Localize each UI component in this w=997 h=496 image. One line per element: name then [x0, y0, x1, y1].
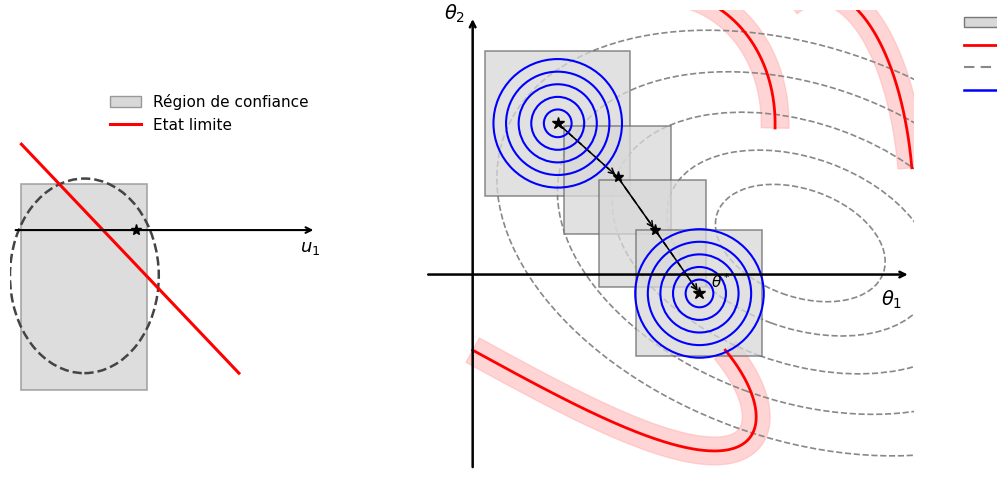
Text: $\theta_2$: $\theta_2$ — [445, 2, 466, 25]
Polygon shape — [466, 338, 770, 465]
Text: $\theta_1$: $\theta_1$ — [881, 289, 902, 311]
Legend: Région de confiance, Etat limite: Région de confiance, Etat limite — [104, 88, 315, 139]
Bar — [486, 51, 630, 196]
Text: $\theta^*$: $\theta^*$ — [711, 273, 731, 292]
Bar — [564, 126, 671, 234]
Bar — [21, 185, 148, 390]
Bar — [636, 231, 763, 357]
Text: $u_1$: $u_1$ — [300, 239, 321, 257]
Legend: Région de confiance, Contraintes, Objectif, Courbes d'isodensité: Région de confiance, Contraintes, Object… — [958, 8, 997, 104]
Polygon shape — [662, 0, 789, 128]
Bar — [598, 180, 706, 287]
Polygon shape — [780, 0, 925, 169]
